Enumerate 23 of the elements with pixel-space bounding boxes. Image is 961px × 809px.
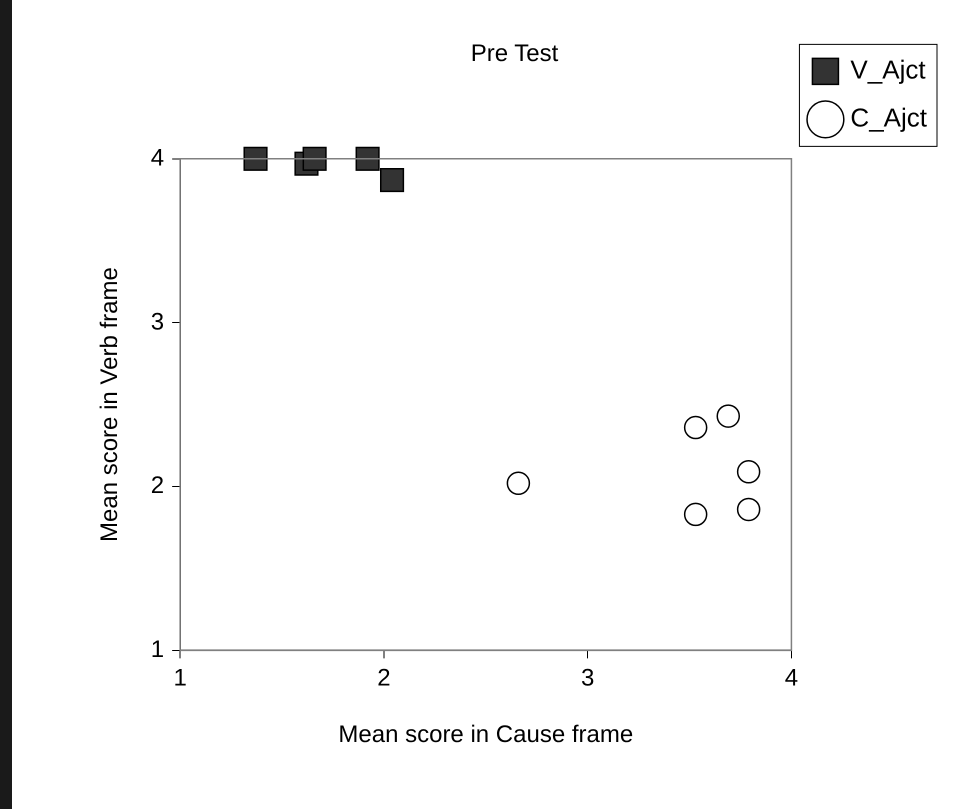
legend-label: V_Ajct	[850, 54, 926, 85]
point	[716, 404, 740, 428]
y-tick-label: 1	[150, 636, 164, 664]
point	[356, 146, 380, 171]
y-tick-label: 2	[150, 472, 164, 500]
point	[684, 502, 708, 526]
x-tick-label: 4	[784, 664, 798, 692]
y-tick-label: 3	[150, 308, 164, 336]
legend-label: C_Ajct	[850, 102, 928, 133]
point	[684, 416, 708, 440]
point	[736, 498, 760, 522]
point	[243, 146, 268, 171]
x-tick-label: 2	[377, 664, 391, 692]
y-tick-label: 4	[150, 144, 164, 172]
x-axis-title: Mean score in Cause frame	[338, 721, 634, 748]
point	[380, 168, 404, 192]
chart-title: Pre Test	[470, 40, 559, 68]
x-tick-label: 1	[173, 664, 187, 692]
y-axis-title: Mean score in Verb frame	[96, 267, 124, 542]
point	[736, 460, 760, 484]
point	[302, 146, 327, 171]
point	[506, 472, 530, 496]
x-tick-label: 3	[580, 664, 594, 692]
